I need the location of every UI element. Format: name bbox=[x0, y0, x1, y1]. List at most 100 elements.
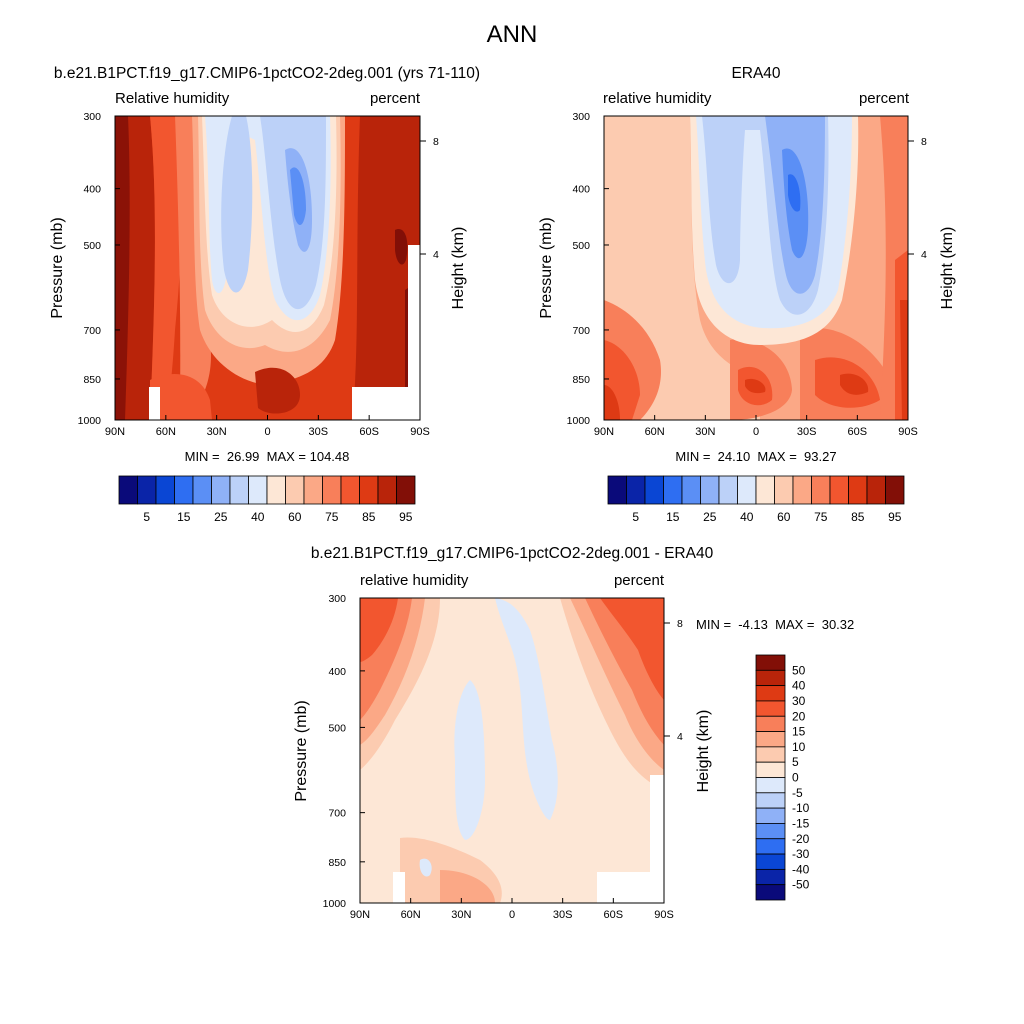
colorbar-swatch bbox=[866, 475, 886, 505]
colorbar-swatch bbox=[755, 761, 786, 778]
height-tick-label: 8 bbox=[677, 618, 683, 630]
colorbar-label: 75 bbox=[325, 510, 339, 524]
units-label: percent bbox=[614, 572, 665, 589]
x-tick-label: 90S bbox=[410, 426, 430, 438]
height-axis: 84 bbox=[420, 136, 439, 261]
height-axis-title: Height (km) bbox=[695, 710, 712, 793]
colorbar-swatch bbox=[755, 792, 786, 809]
colorbar-label: -15 bbox=[792, 816, 810, 830]
y-tick-label: 850 bbox=[83, 374, 101, 386]
colorbar-swatch bbox=[607, 475, 627, 505]
x-tick-label: 90N bbox=[350, 909, 370, 921]
colorbar-swatch bbox=[755, 654, 786, 671]
min-max-stats: MIN = 24.10 MAX = 93.27 bbox=[675, 449, 836, 464]
colorbar-swatch bbox=[755, 868, 786, 886]
height-tick-label: 4 bbox=[433, 249, 439, 261]
units-label: percent bbox=[370, 90, 421, 107]
colorbar-label: 95 bbox=[888, 510, 902, 524]
y-axis: 300 400 500 700 850 1000 bbox=[78, 111, 120, 427]
y-tick-label: 300 bbox=[83, 111, 101, 123]
y-tick-label: 500 bbox=[572, 240, 590, 252]
height-axis-title: Height (km) bbox=[939, 227, 956, 310]
y-tick-label: 1000 bbox=[323, 898, 347, 910]
colorbar-swatch bbox=[681, 475, 701, 505]
colorbar: 5 15 25 40 60 75 85 95 bbox=[118, 475, 416, 524]
colorbar-label: 5 bbox=[792, 755, 799, 769]
colorbar-swatch bbox=[303, 475, 323, 505]
colorbar-swatch bbox=[755, 884, 786, 901]
panel-era40: ERA40 relative humidity percent bbox=[538, 65, 956, 524]
colorbar-swatch bbox=[755, 731, 786, 748]
colorbar-label: 25 bbox=[703, 510, 717, 524]
x-tick-label: 30S bbox=[309, 426, 329, 438]
colorbar-label: 75 bbox=[814, 510, 828, 524]
colorbar-label: -20 bbox=[792, 832, 810, 846]
colorbar-swatch bbox=[174, 475, 194, 505]
colorbar-swatch bbox=[755, 669, 786, 687]
y-tick-label: 400 bbox=[83, 184, 101, 196]
left-label: Relative humidity bbox=[115, 90, 230, 107]
height-tick-label: 8 bbox=[921, 136, 927, 148]
x-tick-label: 60N bbox=[156, 426, 176, 438]
panel-title: b.e21.B1PCT.f19_g17.CMIP6-1pctCO2-2deg.0… bbox=[311, 545, 714, 562]
x-tick-label: 90N bbox=[105, 426, 125, 438]
left-label: relative humidity bbox=[603, 90, 712, 107]
colorbar-label: -50 bbox=[792, 878, 810, 892]
x-tick-label: 0 bbox=[509, 909, 515, 921]
min-max-stats: MIN = 26.99 MAX = 104.48 bbox=[185, 449, 350, 464]
colorbar-swatch bbox=[755, 807, 786, 824]
colorbar-swatch bbox=[848, 475, 868, 505]
colorbar-swatch bbox=[229, 475, 249, 505]
colorbar-swatch bbox=[755, 746, 786, 763]
x-tick-label: 90S bbox=[654, 909, 674, 921]
y-tick-label: 700 bbox=[328, 808, 346, 820]
colorbar-label: -5 bbox=[792, 786, 803, 800]
y-tick-label: 700 bbox=[83, 325, 101, 337]
colorbar-swatch bbox=[285, 475, 305, 505]
colorbar-swatch bbox=[755, 700, 786, 717]
colorbar-swatch bbox=[192, 475, 212, 505]
colorbar-swatch bbox=[626, 475, 646, 505]
colorbar-label: -30 bbox=[792, 847, 810, 861]
colorbar-swatch bbox=[663, 475, 683, 505]
height-tick-label: 8 bbox=[433, 136, 439, 148]
colorbar-label: 85 bbox=[362, 510, 376, 524]
colorbar-swatch bbox=[737, 475, 757, 505]
colorbar-label: 60 bbox=[288, 510, 302, 524]
x-tick-label: 30N bbox=[207, 426, 227, 438]
y-axis-title: Pressure (mb) bbox=[538, 217, 555, 318]
x-axis: 90N 60N 30N 0 30S 60S 90S bbox=[350, 898, 674, 921]
x-tick-label: 60S bbox=[848, 426, 868, 438]
x-tick-label: 30N bbox=[695, 426, 715, 438]
panel-difference: b.e21.B1PCT.f19_g17.CMIP6-1pctCO2-2deg.0… bbox=[293, 545, 854, 921]
colorbar-swatch bbox=[755, 685, 786, 702]
y-tick-label: 400 bbox=[572, 184, 590, 196]
contour-field bbox=[360, 598, 664, 903]
colorbar-label: -40 bbox=[792, 862, 810, 876]
colorbar-swatch bbox=[755, 475, 775, 505]
colorbar-label: 40 bbox=[251, 510, 265, 524]
x-tick-label: 30S bbox=[797, 426, 817, 438]
colorbar-label: 40 bbox=[740, 510, 754, 524]
x-tick-label: 90S bbox=[898, 426, 918, 438]
colorbar-label: 85 bbox=[851, 510, 865, 524]
colorbar-swatch bbox=[755, 853, 786, 870]
colorbar-swatch bbox=[644, 475, 664, 505]
y-tick-label: 300 bbox=[572, 111, 590, 123]
units-label: percent bbox=[859, 90, 910, 107]
contour-field bbox=[115, 116, 420, 420]
colorbar-label: 25 bbox=[214, 510, 228, 524]
x-tick-label: 90N bbox=[594, 426, 614, 438]
x-tick-label: 60S bbox=[604, 909, 624, 921]
y-tick-label: 400 bbox=[328, 666, 346, 678]
colorbar-swatch bbox=[755, 715, 786, 732]
colorbar-label: 5 bbox=[632, 510, 639, 524]
height-tick-label: 4 bbox=[677, 731, 683, 743]
y-axis-title: Pressure (mb) bbox=[49, 217, 66, 318]
left-label: relative humidity bbox=[360, 572, 469, 589]
colorbar-label: 15 bbox=[792, 725, 806, 739]
colorbar-swatch bbox=[322, 475, 342, 505]
panel-title: b.e21.B1PCT.f19_g17.CMIP6-1pctCO2-2deg.0… bbox=[54, 65, 480, 82]
y-tick-label: 300 bbox=[328, 593, 346, 605]
